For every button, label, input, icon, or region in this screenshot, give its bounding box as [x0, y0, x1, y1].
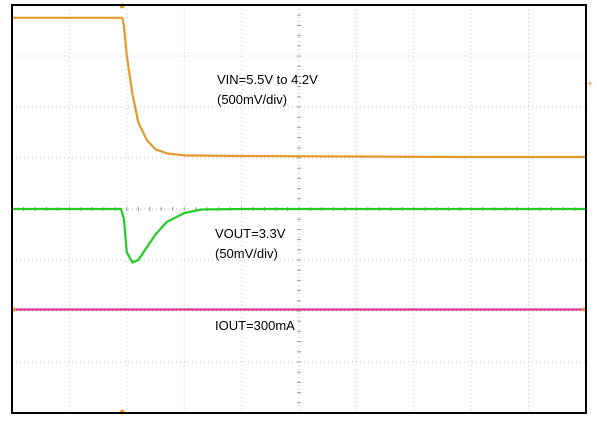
iout-label: IOUT=300mA [215, 318, 295, 333]
trace-vout [12, 207, 586, 264]
traces [12, 16, 586, 311]
vin-label: VIN=5.5V to 4.2V [217, 72, 318, 87]
screen-border [11, 4, 587, 414]
vin-scale-label: (500mV/div) [217, 92, 287, 107]
vout-label: VOUT=3.3V [215, 226, 286, 241]
trigger-level-marker: + [587, 80, 593, 91]
trace-vin [12, 16, 586, 159]
vout-scale-label: (50mV/div) [215, 246, 278, 261]
